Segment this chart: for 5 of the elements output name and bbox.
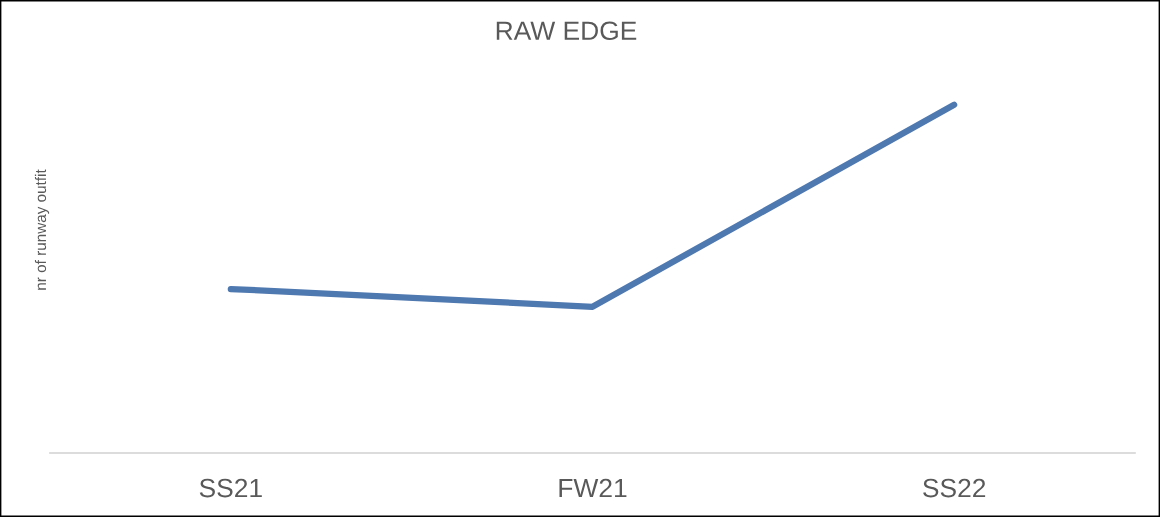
y-axis-title: nr of runway outfit bbox=[34, 169, 50, 290]
chart-title: RAW EDGE bbox=[496, 21, 637, 41]
x-tick-label: SS21 bbox=[199, 478, 262, 498]
x-tick-label: FW21 bbox=[559, 478, 627, 498]
x-tick-label: SS22 bbox=[923, 478, 986, 498]
